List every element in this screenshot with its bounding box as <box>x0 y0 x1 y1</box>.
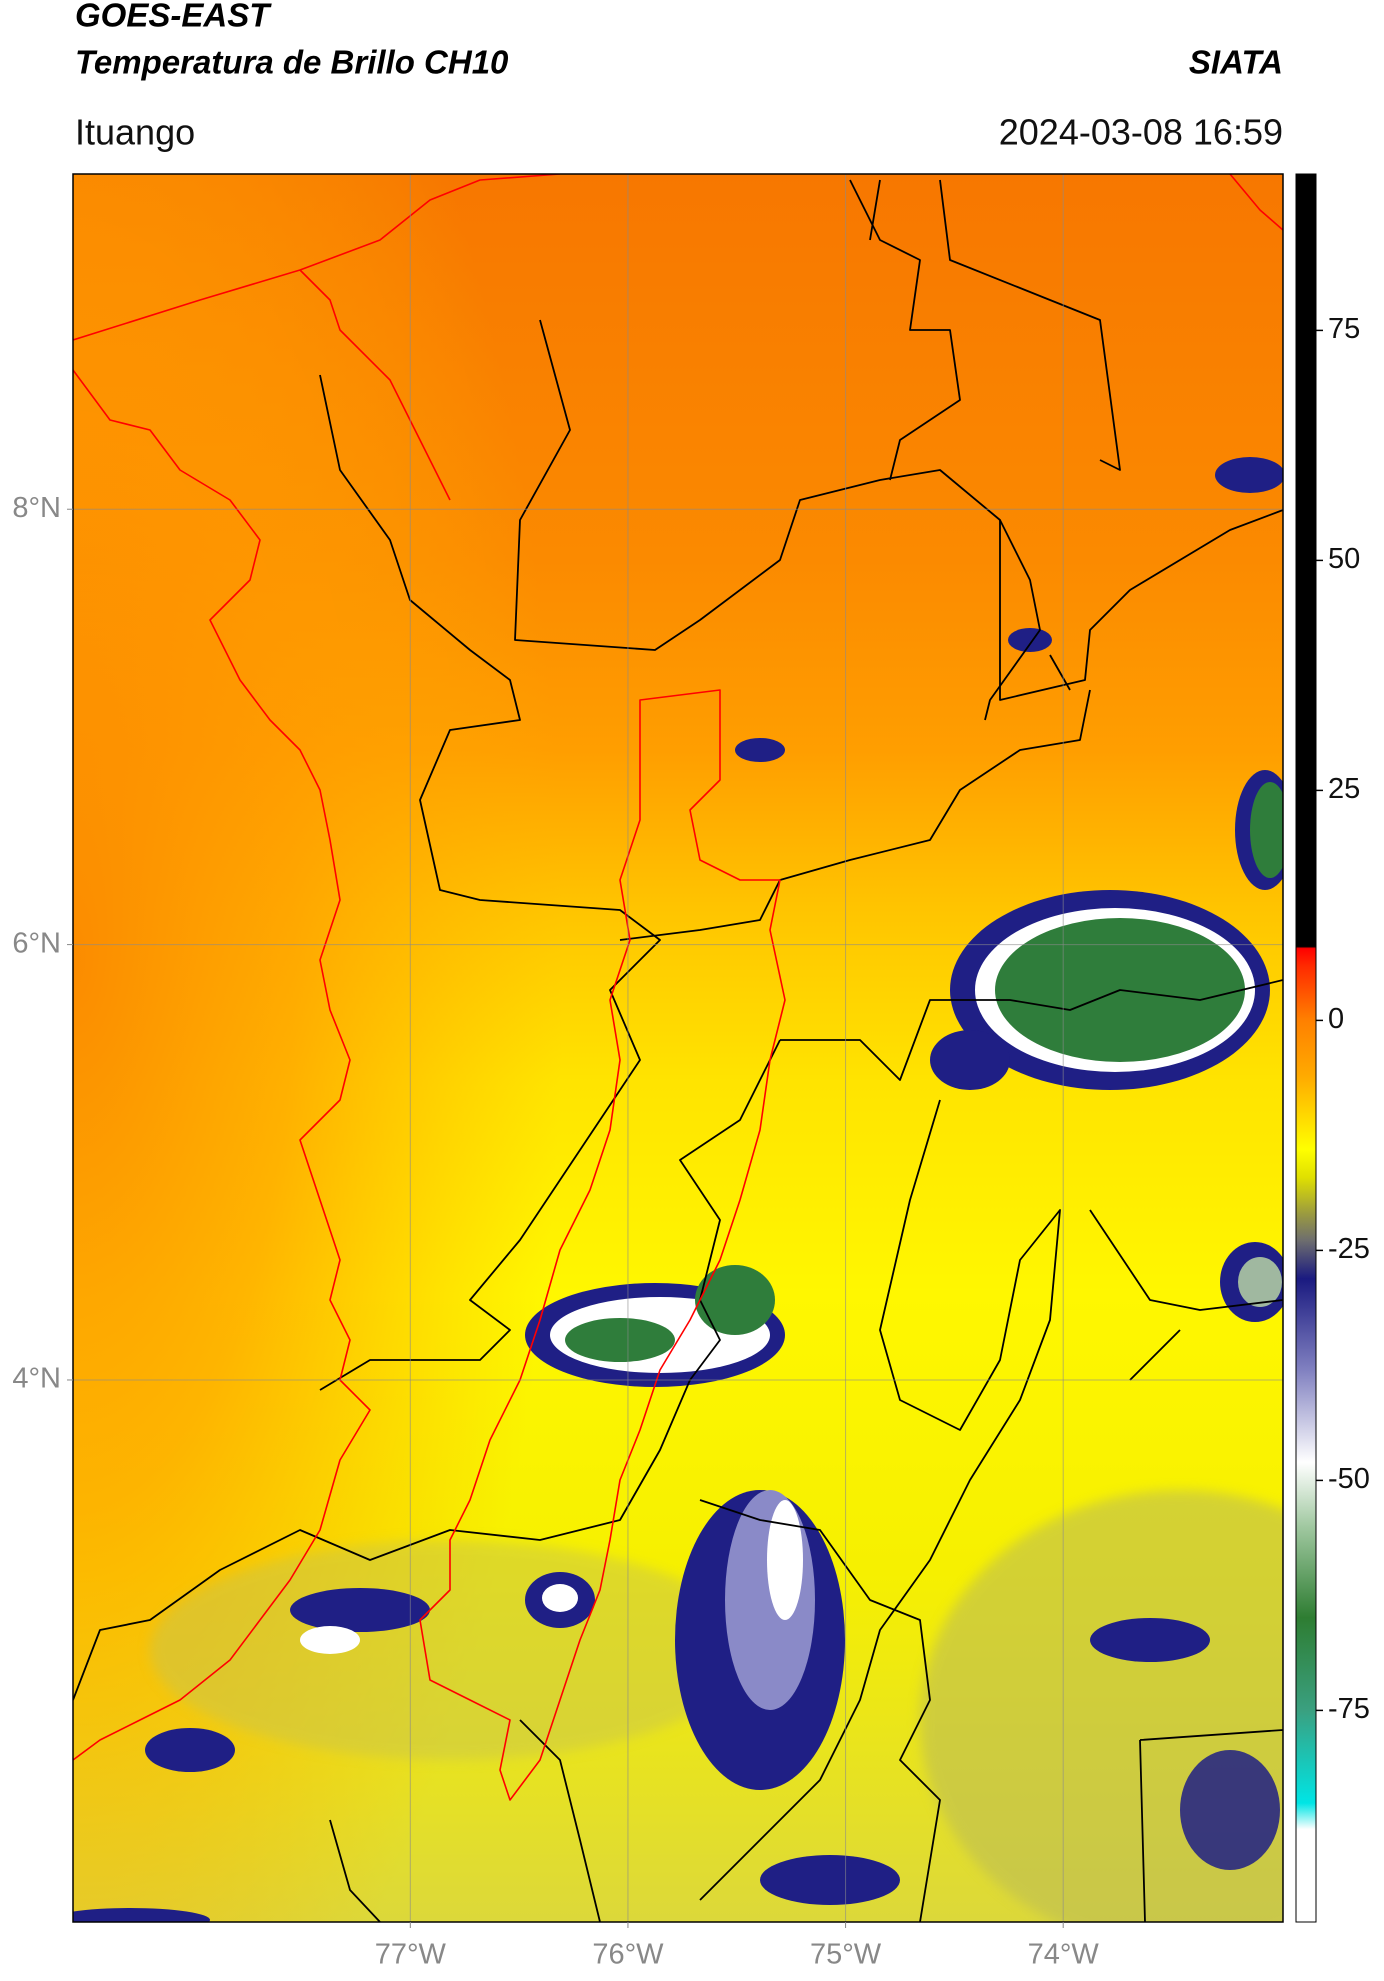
colorbar-tick-label: -50 <box>1328 1463 1370 1495</box>
colorbar-tick-label: -25 <box>1328 1233 1370 1265</box>
subtitle: Temperatura de Brillo CH10 <box>75 44 509 81</box>
colorbar-tick-label: -75 <box>1328 1693 1370 1725</box>
colorbar <box>1295 173 1317 1923</box>
colorbar-tick-label: 75 <box>1328 313 1360 345</box>
coastline <box>73 174 1283 1801</box>
colorbar-tick-label: 50 <box>1328 543 1360 575</box>
y-tick-label: 8°N <box>12 492 61 524</box>
y-tick-label: 6°N <box>12 927 61 959</box>
graticule <box>73 174 1283 1922</box>
x-tick-label: 76°W <box>592 1939 664 1971</box>
map-imagery <box>73 174 1283 1922</box>
x-tick-label: 75°W <box>810 1939 882 1971</box>
source: SIATA <box>1189 44 1283 81</box>
location: Ituango <box>75 112 195 153</box>
datetime: 2024-03-08 16:59 <box>999 112 1283 153</box>
colorbar-tick-label: 0 <box>1328 1003 1344 1035</box>
y-tick-label: 4°N <box>12 1363 61 1395</box>
borders <box>73 179 1283 1922</box>
x-tick-label: 74°W <box>1028 1939 1100 1971</box>
map-frame <box>72 173 1284 1923</box>
title: GOES-EAST <box>75 0 272 34</box>
colorbar-tick-label: 25 <box>1328 773 1360 805</box>
x-tick-label: 77°W <box>375 1939 447 1971</box>
cloud-haze <box>150 1540 750 1760</box>
